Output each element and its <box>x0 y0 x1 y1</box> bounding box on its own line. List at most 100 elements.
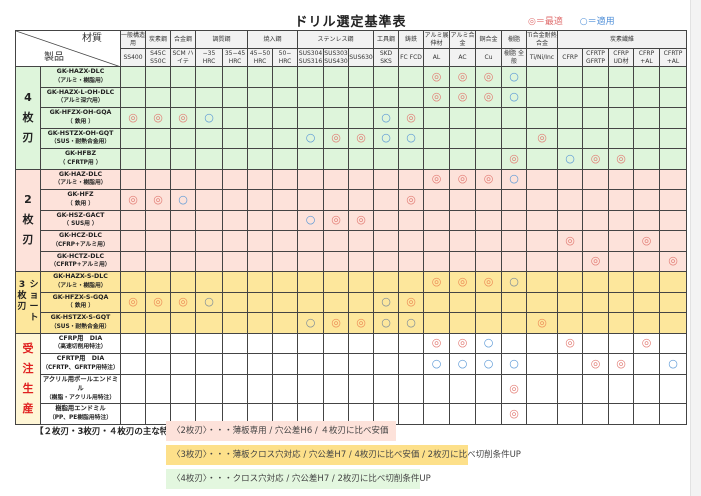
best-mark: ◎ <box>475 86 502 108</box>
empty-cell <box>323 189 349 211</box>
empty-cell <box>272 403 298 425</box>
product-code: GK-HCTZ-DLC <box>56 252 105 260</box>
best-mark: ◎ <box>423 86 450 108</box>
material-label: 材質 <box>82 33 102 44</box>
product-usage: （アルミ・樹脂用） <box>54 180 107 187</box>
product-usage: （SUS・耐熱合金用） <box>50 323 111 330</box>
material-column-header: SS400 <box>120 48 146 67</box>
best-mark: ◎ <box>449 66 476 88</box>
product-code: GK-HSTZX-S-GQT <box>50 314 111 322</box>
product-code: GK-HSZ-GACT <box>56 211 105 219</box>
empty-cell <box>557 373 583 404</box>
empty-cell <box>373 332 399 354</box>
material-group-header: 合金鋼 <box>170 30 196 49</box>
product-name: GK-HCTZ-DLC （CFRTP+アルミ用） <box>40 250 121 272</box>
material-group-header: 炭素繊維 <box>557 30 687 49</box>
product-usage: （ 鉄用 ） <box>66 118 95 125</box>
product-code: GK-HSTZX-OH-GQT <box>47 129 114 137</box>
empty-cell <box>557 353 583 375</box>
section-label: 4 枚 刃 <box>15 66 41 170</box>
suitable-mark: ○ <box>501 271 527 293</box>
empty-cell <box>449 250 476 272</box>
best-mark: ◎ <box>323 209 349 231</box>
empty-cell <box>222 250 248 272</box>
empty-cell <box>145 250 171 272</box>
empty-cell <box>195 271 223 293</box>
product-name: GK-HFZX-S-GQA （ 鉄用 ） <box>40 291 121 313</box>
empty-cell <box>659 148 687 170</box>
empty-cell <box>247 209 273 231</box>
empty-cell <box>195 148 223 170</box>
best-mark: ◎ <box>475 271 502 293</box>
table-row: 4 枚 刃 GK-HAZX-DLC （アルミ・樹脂用） ◎ ◎ ◎ ○ <box>15 66 687 170</box>
empty-cell <box>222 403 248 425</box>
best-mark: ◎ <box>449 168 476 190</box>
empty-cell <box>398 168 424 190</box>
empty-cell <box>557 209 583 231</box>
empty-cell <box>608 127 634 149</box>
empty-cell <box>423 312 450 334</box>
empty-cell <box>475 373 502 404</box>
best-mark: ◎ <box>501 373 527 404</box>
product-code: GK-HCZ-DLC <box>59 232 102 240</box>
page-edge <box>690 0 701 496</box>
empty-cell <box>423 230 450 252</box>
empty-cell <box>170 312 196 334</box>
material-column-header: AL <box>423 48 450 67</box>
notes-heading: 【２枚刃・3枚刃・４枚刃の主な特長】 <box>35 427 186 437</box>
product-name: GK-HFBZ （ CFRTP用 ） <box>40 148 121 170</box>
empty-cell <box>475 230 502 252</box>
empty-cell <box>170 332 196 354</box>
table-row: GK-HFZ （ 鉄用 ） ◎ ◎ ○ ◎ <box>16 189 687 211</box>
empty-cell <box>526 403 558 425</box>
empty-cell <box>120 403 146 425</box>
empty-cell <box>449 291 476 313</box>
empty-cell <box>582 403 609 425</box>
product-name: CFRP用 DIA （高速切削用特注） <box>40 332 121 354</box>
empty-cell <box>222 107 248 129</box>
empty-cell <box>170 168 196 190</box>
empty-cell <box>449 403 476 425</box>
page-title: ドリル選定基準表 <box>294 15 407 30</box>
empty-cell <box>195 189 223 211</box>
empty-cell <box>633 148 660 170</box>
empty-cell <box>272 107 298 129</box>
empty-cell <box>170 148 196 170</box>
empty-cell <box>557 403 583 425</box>
empty-cell <box>145 168 171 190</box>
empty-cell <box>247 189 273 211</box>
best-mark: ◎ <box>120 107 146 129</box>
empty-cell <box>582 168 609 190</box>
suitable-mark: ○ <box>659 353 687 375</box>
product-name: 樹脂用エンドミル （PP、PE樹脂用特注） <box>40 403 121 425</box>
empty-cell <box>195 66 223 88</box>
empty-cell <box>449 209 476 231</box>
empty-cell <box>526 168 558 190</box>
empty-cell <box>475 107 502 129</box>
empty-cell <box>659 209 687 231</box>
empty-cell <box>423 209 450 231</box>
suitable-mark: ○ <box>195 107 223 129</box>
empty-cell <box>557 86 583 108</box>
best-mark: ◎ <box>449 86 476 108</box>
empty-cell <box>423 148 450 170</box>
product-code: GK-HAZX-L-OH-DLC <box>46 88 115 96</box>
best-mark: ◎ <box>398 189 424 211</box>
empty-cell <box>222 353 248 375</box>
empty-cell <box>398 353 424 375</box>
empty-cell <box>247 107 273 129</box>
table-row: GK-HFBZ （ CFRTP用 ） ◎ ○ ◎ ◎ <box>16 148 687 170</box>
empty-cell <box>170 66 196 88</box>
best-mark: ◎ <box>659 250 687 272</box>
empty-cell <box>557 250 583 272</box>
empty-cell <box>633 250 660 272</box>
material-group-header: Ti合金耐熱合金 <box>526 30 558 49</box>
table-row: GK-HCTZ-DLC （CFRTP+アルミ用） ◎ ◎ <box>16 250 687 272</box>
table-row: アクリル用ボールエンドミル （樹脂・アクリル用特注） ◎ <box>16 373 687 404</box>
empty-cell <box>297 332 324 354</box>
empty-cell <box>272 148 298 170</box>
empty-cell <box>348 230 374 252</box>
material-group-header: 銅合金 <box>475 30 502 49</box>
empty-cell <box>373 209 399 231</box>
material-group-header: 樹脂 <box>501 30 527 49</box>
